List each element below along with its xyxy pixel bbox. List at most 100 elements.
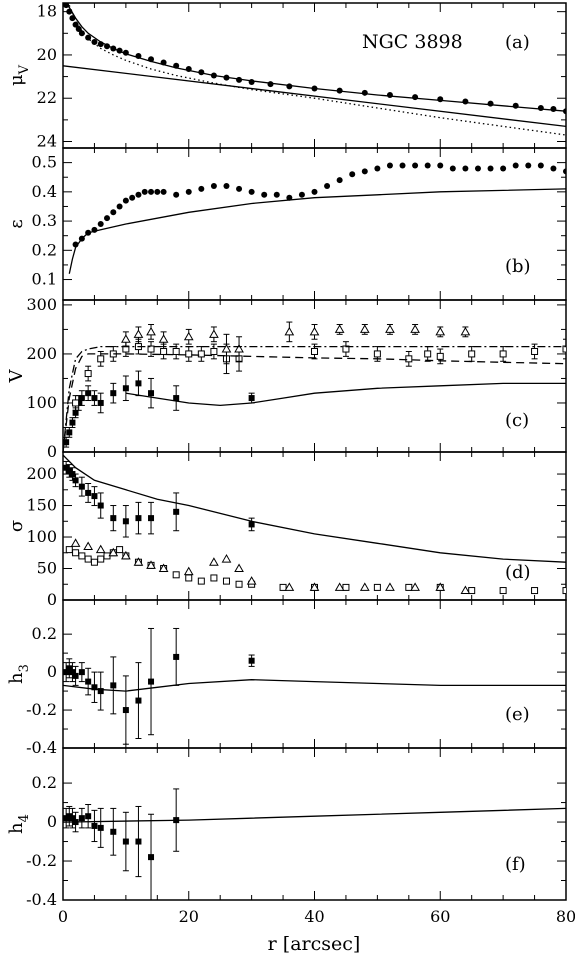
- data-point-open-square: [405, 355, 413, 363]
- data-point-filled-square: [173, 395, 180, 402]
- y-tick-label: 24: [37, 132, 57, 151]
- data-point-filled-square: [85, 489, 92, 496]
- data-point-open-triangle: [95, 544, 106, 554]
- data-point: [550, 165, 557, 172]
- data-point-open-square: [84, 370, 92, 378]
- data-point: [399, 162, 406, 169]
- model-curve-solid: [63, 3, 566, 112]
- data-point: [97, 221, 104, 227]
- data-point: [374, 165, 381, 172]
- data-point-open-triangle: [234, 344, 244, 353]
- data-point: [500, 165, 507, 172]
- data-point-filled-square: [110, 828, 117, 835]
- data-point-filled-square: [63, 815, 70, 822]
- data-point-open-triangle: [234, 563, 244, 573]
- data-point-open-square: [311, 347, 318, 355]
- data-point-open-square: [84, 555, 92, 563]
- data-point: [122, 197, 129, 204]
- data-point-filled-square: [97, 688, 104, 695]
- data-point-filled-square: [85, 813, 92, 820]
- data-point-filled-square: [248, 521, 255, 528]
- data-point-open-triangle: [133, 557, 144, 566]
- data-point-open-square: [279, 583, 287, 591]
- data-point-open-square: [116, 546, 124, 554]
- x-tick-label: 80: [556, 907, 575, 926]
- model-curve-dotted: [68, 4, 566, 136]
- data-point-filled-square: [248, 395, 255, 402]
- data-point: [474, 165, 481, 172]
- data-point: [210, 183, 217, 189]
- data-point-open-triangle: [146, 560, 156, 569]
- data-point: [273, 191, 280, 198]
- data-point: [412, 162, 419, 169]
- data-point: [324, 183, 331, 189]
- data-point: [462, 98, 469, 105]
- data-point: [361, 89, 368, 96]
- model-curve-solid: [63, 807, 566, 823]
- data-point-filled-square: [148, 854, 155, 861]
- data-point-open-triangle: [435, 582, 446, 591]
- data-point-open-triangle: [108, 547, 119, 557]
- data-point-filled-square: [66, 429, 73, 436]
- y-tick-label: 0.3: [32, 211, 57, 230]
- data-point-open-square: [72, 549, 80, 557]
- data-point-open-square: [468, 587, 476, 595]
- data-point-open-square: [97, 555, 105, 563]
- y-tick-label: 0.5: [32, 153, 57, 172]
- y-axis-label: h4: [6, 814, 32, 834]
- data-point: [349, 171, 356, 178]
- data-point-open-square: [531, 587, 539, 595]
- data-point-filled-square: [78, 483, 85, 490]
- data-point: [286, 194, 293, 201]
- y-axis-label-subscript: 3: [17, 664, 32, 672]
- y-tick-label: 22: [37, 88, 57, 107]
- data-point: [173, 191, 180, 198]
- panel-d: 0 50 100 150 200 σ (d): [6, 451, 567, 609]
- y-tick-label: 100: [26, 527, 57, 546]
- data-point-open-triangle: [209, 329, 219, 338]
- data-point-filled-square: [69, 419, 76, 426]
- data-point-filled-square: [110, 682, 117, 689]
- data-point: [412, 94, 419, 101]
- data-point-open-square: [65, 546, 73, 554]
- data-point-open-triangle: [410, 582, 420, 591]
- x-axis-label: r [arcsec]: [268, 933, 361, 955]
- data-point-open-square: [405, 583, 413, 591]
- data-point-filled-square: [69, 471, 76, 478]
- data-point-filled-square: [63, 464, 70, 471]
- data-point: [512, 102, 519, 109]
- data-point: [135, 191, 142, 198]
- panel-letter: (b): [505, 256, 531, 277]
- data-point: [85, 34, 92, 41]
- data-point: [129, 194, 136, 201]
- data-point-open-square: [531, 347, 539, 355]
- data-point-filled-square: [91, 822, 98, 829]
- data-point-filled-square: [91, 493, 98, 500]
- data-point-filled-square: [148, 390, 155, 397]
- data-point-open-triangle: [460, 326, 471, 336]
- data-point-open-triangle: [221, 554, 232, 563]
- data-point-open-triangle: [284, 582, 295, 591]
- y-axis-label: h3: [6, 664, 32, 684]
- y-tick-label: 18: [37, 2, 57, 21]
- data-point: [298, 191, 305, 198]
- data-point: [563, 168, 566, 175]
- data-point: [550, 106, 557, 113]
- data-point-filled-square: [78, 815, 85, 822]
- data-point: [75, 25, 82, 32]
- data-point-open-triangle: [410, 324, 420, 333]
- data-point-open-triangle: [385, 324, 395, 333]
- data-point-filled-square: [66, 813, 73, 820]
- data-point: [116, 203, 123, 210]
- data-point-filled-square: [135, 697, 142, 704]
- data-point: [110, 209, 117, 216]
- data-point-filled-square: [122, 838, 129, 845]
- y-axis-label: ε: [6, 219, 27, 228]
- y-tick-label: 0.2: [32, 773, 57, 792]
- data-point-open-square: [499, 350, 507, 358]
- data-point-filled-square: [91, 684, 98, 691]
- model-curve-solid: [68, 188, 566, 274]
- data-point: [267, 81, 274, 88]
- model-curve-solid: [63, 65, 566, 128]
